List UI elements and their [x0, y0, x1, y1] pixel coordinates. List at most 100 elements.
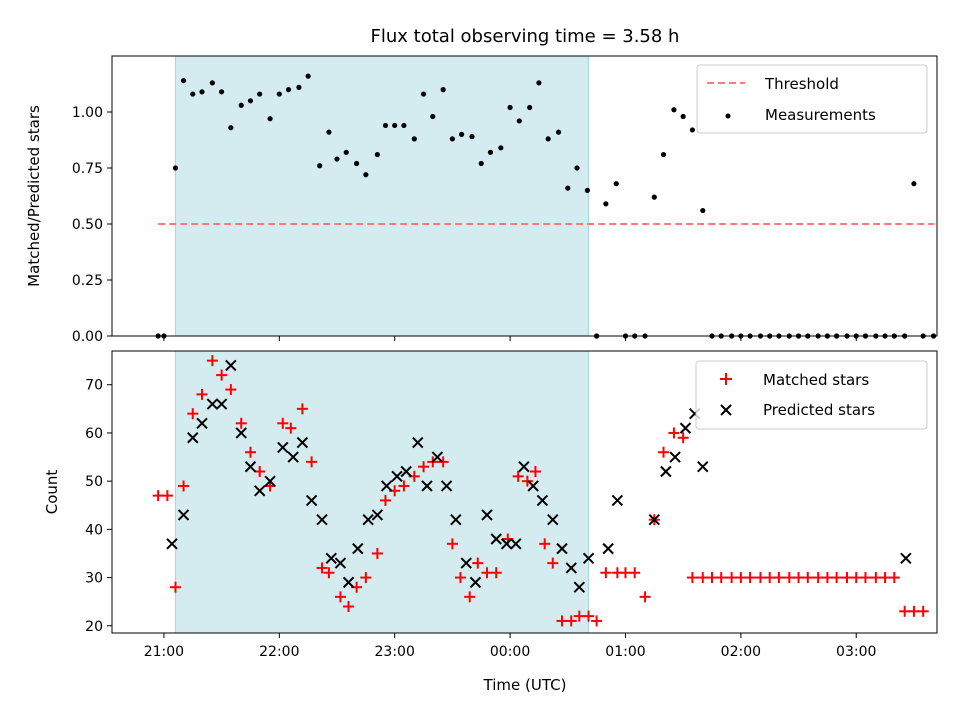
- matched-star-point: [841, 572, 853, 584]
- measurement-point: [190, 91, 196, 97]
- measurement-point: [689, 127, 695, 133]
- matched-star-point: [591, 615, 603, 627]
- matched-star-point: [677, 432, 689, 444]
- measurement-point: [680, 113, 686, 120]
- matched-star-point: [879, 572, 891, 584]
- shaded-span: [175, 351, 589, 633]
- matched-star-point: [360, 572, 372, 584]
- predicted-star-point: [296, 436, 309, 449]
- predicted-star-point: [573, 581, 586, 593]
- matched-star-point: [379, 494, 391, 506]
- y-tick-label: 60: [85, 426, 103, 442]
- matched-star-point: [285, 422, 297, 434]
- bottom-y-axis-label: Count: [43, 470, 61, 515]
- measurement-point: [172, 165, 179, 171]
- matched-star-point: [254, 466, 266, 478]
- predicted-star-point: [697, 460, 709, 473]
- matched-star-point: [658, 446, 670, 458]
- matched-star-point: [277, 417, 289, 429]
- legend-predicted-swatch: [720, 404, 732, 416]
- measurement-point: [199, 89, 205, 95]
- predicted-star-point: [536, 494, 549, 507]
- matched-star-point: [418, 461, 430, 473]
- matched-star-point: [481, 567, 493, 579]
- x-tick-label: 02:00: [721, 644, 761, 660]
- matched-star-point: [216, 369, 228, 381]
- matched-star-point: [464, 591, 476, 603]
- matched-star-point: [169, 581, 181, 593]
- predicted-star-point: [660, 465, 672, 478]
- top-panel: 0.00 0.25 0.50 0.75 1.00 Matched/Predicted s…: [25, 55, 938, 345]
- measurement-point: [228, 125, 234, 131]
- predicted-star-point: [352, 542, 364, 555]
- measurement-point: [603, 201, 609, 207]
- matched-star-point: [323, 567, 335, 579]
- predicted-star-point: [380, 480, 393, 492]
- predicted-star-point: [900, 552, 912, 564]
- matched-star-point: [306, 456, 318, 468]
- measurement-point: [317, 163, 323, 169]
- predicted-star-point: [305, 494, 318, 507]
- predicted-star-point: [177, 509, 190, 521]
- matched-star-point: [888, 572, 900, 584]
- predicted-star-point: [431, 451, 444, 463]
- observing-window-shade: [174, 351, 590, 633]
- measurement-point: [440, 87, 446, 93]
- x-tick-label: 01:00: [605, 644, 645, 660]
- predicted-star-point: [316, 514, 328, 526]
- measurement-point: [305, 73, 311, 79]
- predicted-star-point: [334, 557, 347, 569]
- shaded-span: [175, 56, 589, 336]
- measurement-point: [296, 84, 302, 90]
- matched-star-point: [899, 605, 911, 617]
- predicted-star-point: [187, 432, 199, 444]
- matched-star-point: [629, 567, 641, 579]
- measurement-point: [584, 187, 590, 193]
- measurement-point: [401, 122, 407, 129]
- legend-measurements-swatch: [725, 113, 731, 119]
- measurement-point: [334, 156, 340, 162]
- matched-star-point: [859, 572, 871, 584]
- matched-star-point: [371, 547, 383, 559]
- x-tick-label: 21:00: [144, 644, 184, 660]
- matched-star-point: [472, 557, 484, 569]
- matched-star-point: [735, 572, 747, 584]
- matched-star-point: [556, 615, 568, 627]
- predicted-star-point: [277, 441, 289, 454]
- predicted-star-point: [500, 538, 513, 550]
- y-tick-label: 40: [85, 522, 103, 538]
- y-tick-label: 0.50: [72, 217, 103, 233]
- measurement-point: [420, 91, 427, 97]
- bottom-legend: Matched stars Predicted stars: [695, 360, 928, 430]
- y-tick-label: 70: [85, 378, 103, 394]
- matched-star-point: [187, 408, 199, 420]
- predicted-star-point: [440, 480, 453, 492]
- predicted-star-point: [648, 514, 661, 526]
- predicted-star-point: [547, 514, 559, 526]
- predicted-star-point: [400, 465, 412, 478]
- measurement-point: [257, 91, 263, 97]
- x-axis-label: Time (UTC): [483, 676, 567, 694]
- measurement-point: [574, 165, 580, 171]
- measurement-point: [326, 129, 332, 135]
- matched-star-point: [917, 605, 929, 617]
- matched-star-point: [870, 572, 882, 584]
- matched-star-point: [639, 591, 651, 603]
- measurement-point: [545, 136, 551, 142]
- measurement-point: [469, 134, 475, 140]
- bottom-legend-box: [695, 360, 928, 430]
- measurement-point: [374, 151, 380, 158]
- y-tick-label: 1.00: [72, 105, 103, 121]
- measurement-point: [238, 102, 244, 108]
- measurement-point: [219, 89, 225, 95]
- matched-star-point: [850, 572, 862, 584]
- measurement-point: [247, 98, 254, 104]
- matched-star-point: [437, 456, 449, 468]
- bottom-axes-frame: [111, 350, 938, 634]
- predicted-star-point: [490, 533, 502, 545]
- predicted-star-point: [225, 359, 237, 372]
- measurement-point: [343, 149, 349, 155]
- matched-star-point: [706, 572, 718, 584]
- measurement-point: [180, 78, 187, 84]
- matched-star-point: [583, 610, 595, 622]
